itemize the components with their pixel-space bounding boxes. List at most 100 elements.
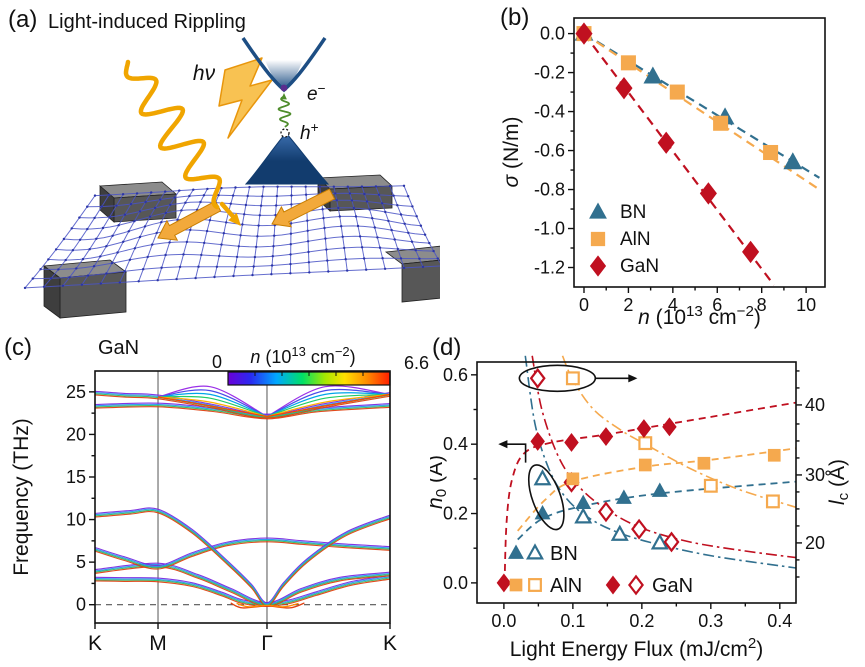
panel-a-label: (a) — [8, 6, 38, 33]
electron-label: e− — [307, 81, 326, 105]
gan-point — [615, 77, 633, 100]
kpoint-label-3: K — [383, 632, 397, 655]
plot-frame — [476, 361, 797, 604]
arrowhead — [281, 93, 287, 100]
y-tick-label: 25 — [66, 382, 86, 402]
gan-h0-point — [530, 431, 545, 451]
legend-label-gan: GaN — [652, 575, 693, 597]
aln-h0-point — [697, 456, 711, 470]
x-tick-label: 0.3 — [698, 611, 723, 631]
hole-circle — [280, 128, 290, 138]
conduction-band-fill — [265, 60, 303, 90]
branch-la — [94, 511, 391, 607]
legend-label-aln: AlN — [550, 575, 582, 597]
branch-za — [94, 575, 391, 604]
aln-lc-point — [565, 371, 580, 386]
aln-lc-point — [638, 436, 653, 451]
x-axis-label: Light Energy Flux (mJ/cm2) — [510, 635, 763, 661]
left-y-tick-label: 0.6 — [443, 365, 468, 385]
bn-h0-point — [651, 482, 668, 497]
y-tick-label: 20 — [66, 424, 86, 444]
colorbar-title: n (1013 cm−2) — [250, 344, 355, 367]
right-y-tick-label: 30 — [805, 465, 825, 485]
lo-fan-right — [266, 393, 391, 418]
arrowhead — [628, 374, 638, 383]
aln-h0-point — [566, 472, 580, 486]
bn-point — [643, 66, 663, 84]
branch-la — [94, 508, 391, 605]
panel-d-chart: 0.0 0.1 0.2 0.3 0.4 0.0 0.2 0.4 0.6 20 30 40 Light E… — [430, 355, 852, 661]
y-axis-label: σ (N/m) — [500, 117, 523, 188]
za-soft-dip — [236, 602, 299, 608]
kpoint-label-0: K — [88, 632, 102, 655]
panel-b-label: (b) — [500, 4, 530, 31]
branch-zo — [94, 541, 391, 570]
x-tick-label: 0.2 — [629, 611, 654, 631]
panel-d-label: (d) — [432, 334, 462, 361]
gan-lc-point — [529, 367, 546, 389]
gan-fit-line — [583, 32, 775, 286]
x-tick-label: 10 — [796, 295, 816, 315]
gan-lc-point — [663, 531, 680, 553]
lo-fan-right — [266, 388, 391, 418]
bn-lc-point — [610, 524, 629, 541]
aln-h0-point — [638, 458, 652, 472]
panel-c-chart: 0 n (1013 cm−2) 6.6 0 5 10 15 20 25 K M Γ K Frequency… — [10, 344, 429, 655]
panel-a-title: Light-induced Rippling — [48, 11, 246, 33]
branch-lo — [94, 391, 391, 417]
gan-h0-point — [636, 419, 652, 439]
electrode-block-front — [401, 259, 440, 303]
aln-lc-point — [703, 478, 718, 493]
legend-marker-aln — [590, 231, 606, 247]
lo-fan-left — [157, 392, 268, 418]
phonon-branches — [94, 385, 391, 609]
valence-band-cone — [244, 132, 330, 185]
legend-label-aln: AlN — [620, 229, 651, 250]
legend-marker-gan — [589, 255, 607, 277]
aln-point — [713, 115, 729, 131]
electrode-block-front — [59, 271, 127, 319]
y-tick-label: -0.4 — [534, 102, 565, 122]
branch-lo — [94, 394, 391, 419]
left-y-tick-label: 0.2 — [443, 504, 468, 524]
y-axis-label: Frequency (THz) — [10, 418, 33, 576]
aln-h0-point — [767, 448, 781, 462]
x-tick-label: 4 — [668, 295, 678, 315]
legend-marker-filled-bn — [508, 544, 524, 559]
gan-h0-point — [564, 433, 579, 452]
panel-a-illustration: hν e− h+ — [23, 37, 440, 319]
panel-b-chart: 0 2 4 6 8 10 0.0 -0.2 -0.4 -0.6 -0.8 -1.0 -1.2 n (101… — [500, 17, 826, 329]
legend-marker-open-gan — [628, 574, 644, 596]
y-tick-label: -1.2 — [534, 258, 565, 278]
colorbar-max-label: 6.6 — [404, 353, 429, 373]
aln-h0-fit — [517, 447, 797, 532]
kpoint-label-2: Γ — [261, 632, 273, 655]
gan-h0-point — [662, 417, 677, 437]
aln-point — [763, 144, 779, 161]
y-tick-label: 0.0 — [540, 24, 565, 44]
bn-lc-point — [574, 507, 593, 524]
lo-fan-left — [157, 396, 268, 418]
branch-za — [94, 576, 391, 605]
y-tick-label: -0.2 — [534, 63, 565, 83]
right-y-tick-label: 20 — [805, 533, 825, 553]
legend-marker-open-bn — [526, 543, 544, 560]
arrowhead — [498, 440, 508, 449]
branch-zo — [94, 540, 391, 569]
legend-label-bn: BN — [620, 202, 646, 223]
y-tick-label: 10 — [66, 510, 86, 530]
y-tick-label: 0 — [76, 595, 86, 615]
aln-fit-line — [583, 32, 821, 191]
branch-ta — [94, 562, 391, 604]
branch-lo — [94, 390, 391, 415]
gan-lc-fit — [531, 355, 797, 559]
plot-frame — [573, 17, 826, 288]
aln-point — [669, 84, 685, 100]
x-tick-label: 0 — [579, 295, 589, 315]
aln-lc-point — [765, 494, 780, 509]
legend-marker-bn — [589, 202, 607, 219]
gan-lc-point — [597, 501, 614, 523]
branch-to — [94, 406, 391, 420]
x-tick-label: 8 — [757, 295, 767, 315]
gan-point — [742, 240, 760, 264]
